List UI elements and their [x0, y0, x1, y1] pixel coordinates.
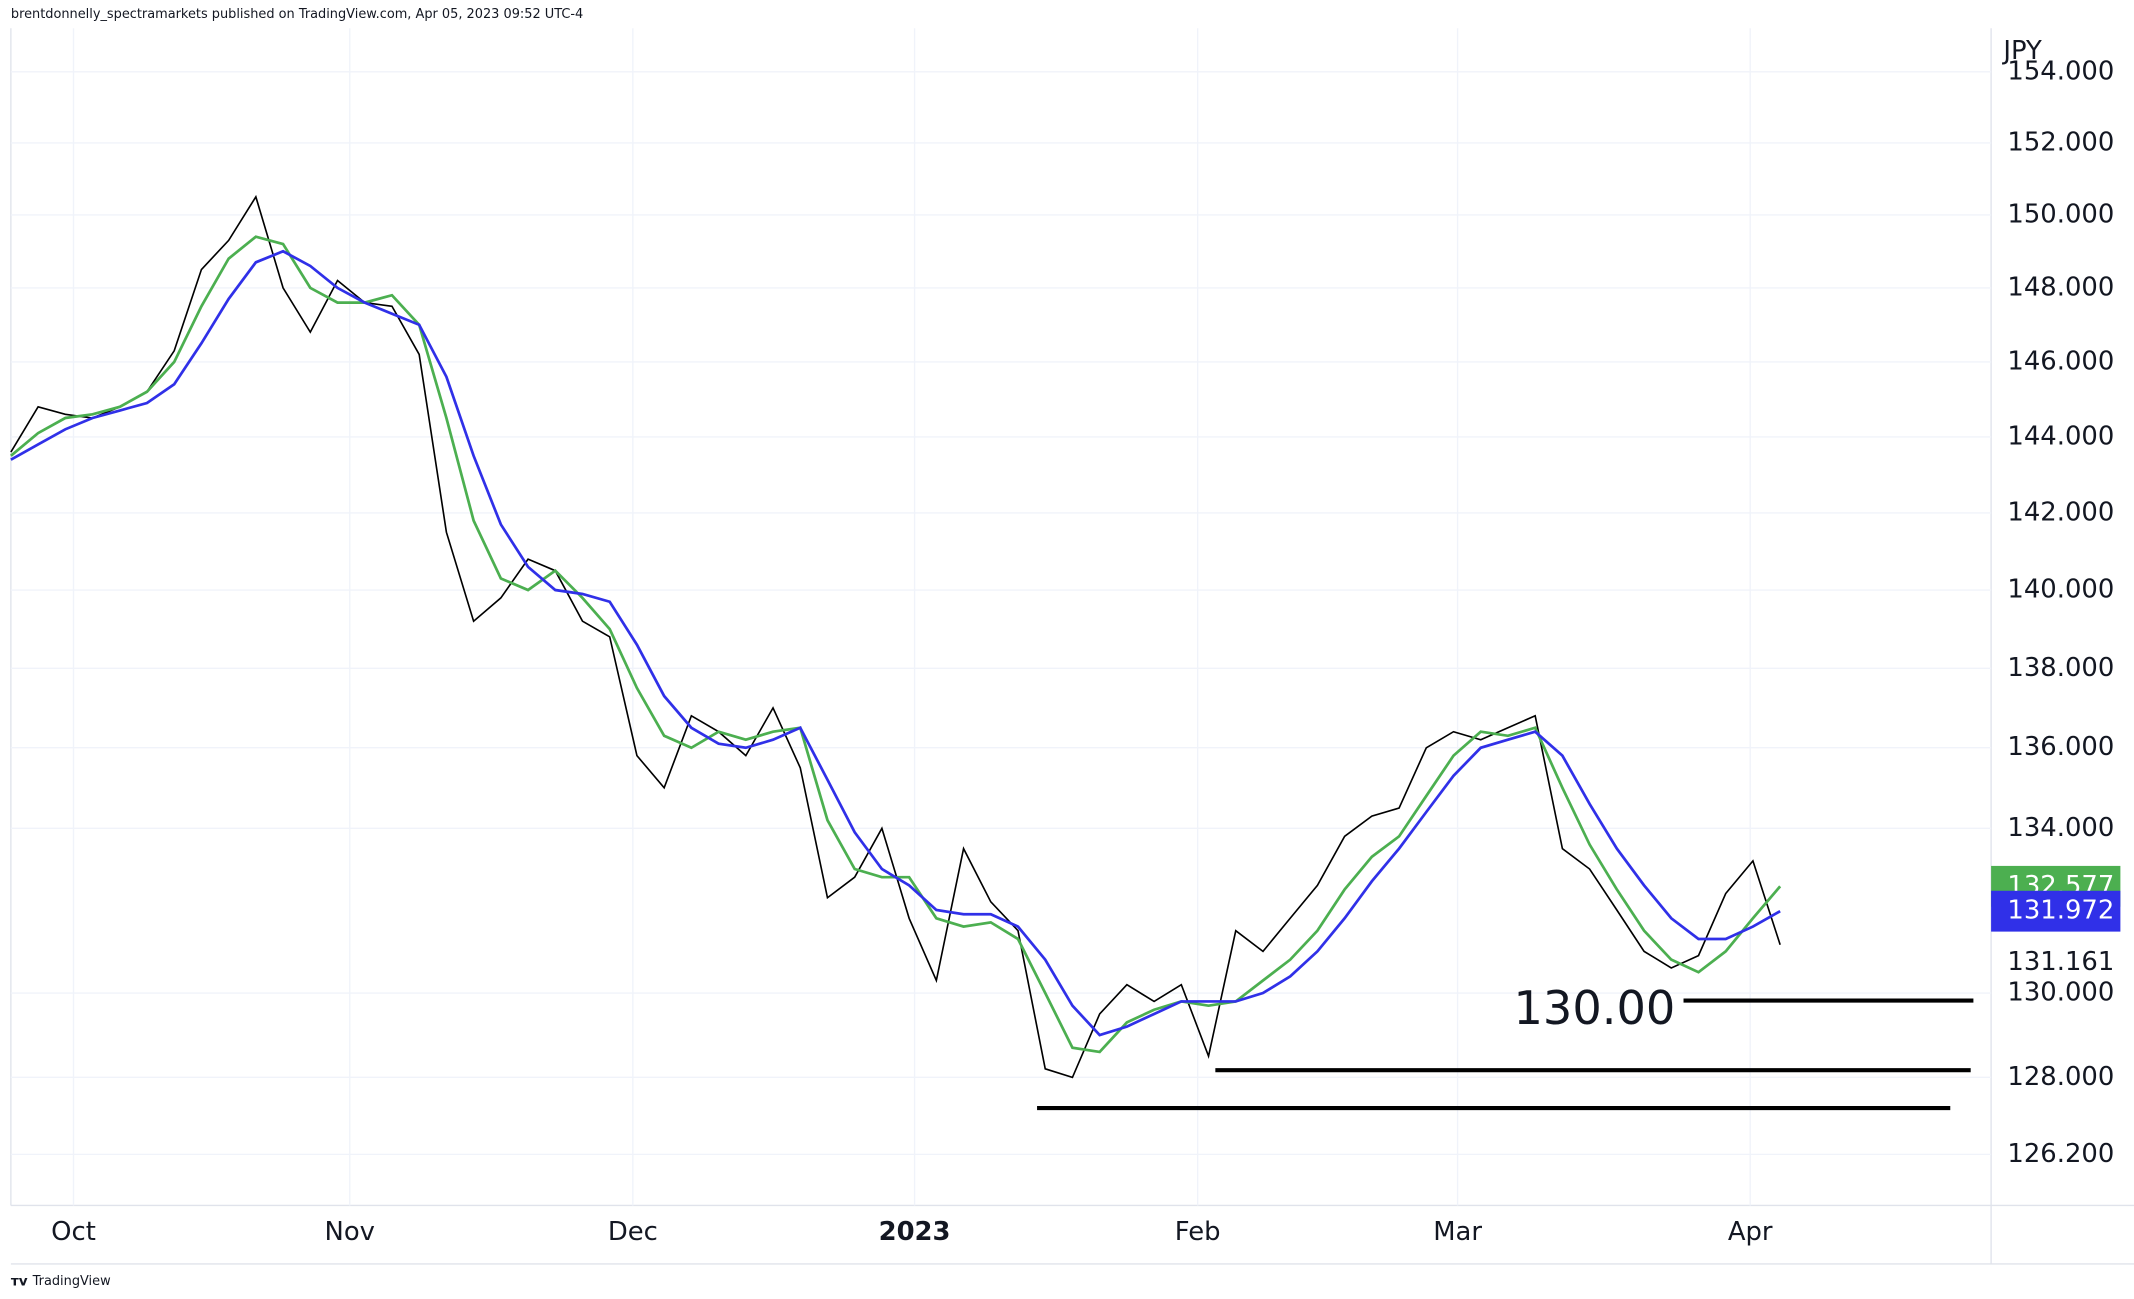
- y-tick-label: 128.000: [2007, 1062, 2114, 1092]
- x-tick-label: Oct: [51, 1217, 96, 1247]
- y-tick-label: 136.000: [2007, 732, 2114, 762]
- last-price-label: 131.161: [2007, 947, 2114, 977]
- x-tick-label: Nov: [325, 1217, 375, 1247]
- y-tick-label: 148.000: [2007, 272, 2114, 302]
- y-tick-label: 130.000: [2007, 978, 2114, 1008]
- x-tick-label: Mar: [1433, 1217, 1482, 1247]
- unit-label: JPY: [2001, 36, 2042, 66]
- y-tick-label: 154.000: [2007, 56, 2114, 86]
- moving-average: [10, 249, 1781, 1037]
- x-tick-label: Dec: [608, 1217, 658, 1247]
- x-tick-label: 2023: [879, 1217, 951, 1247]
- price-tag: [1991, 890, 2121, 932]
- price-line: [10, 194, 1781, 1079]
- y-tick-label: 144.000: [2007, 421, 2114, 451]
- y-tick-label: 138.000: [2007, 653, 2114, 683]
- y-tick-label: 140.000: [2007, 575, 2114, 605]
- y-tick-label: 150.000: [2007, 199, 2114, 229]
- logo: ᴛᴠ: [11, 1274, 28, 1290]
- y-tick-label: 142.000: [2007, 497, 2114, 527]
- y-tick-label: 152.000: [2007, 127, 2114, 157]
- y-tick-label: 126.200: [2007, 1139, 2114, 1169]
- price-tag-label: 131.972: [2007, 896, 2114, 926]
- footer: TradingView: [32, 1274, 111, 1289]
- annotation: 130.00: [1513, 981, 1675, 1035]
- y-tick-label: 134.000: [2007, 813, 2114, 843]
- x-tick-label: Feb: [1175, 1217, 1221, 1247]
- y-tick-label: 146.000: [2007, 346, 2114, 376]
- x-tick-label: Apr: [1728, 1217, 1773, 1247]
- header: brentdonnelly_spectramarkets published o…: [11, 7, 583, 22]
